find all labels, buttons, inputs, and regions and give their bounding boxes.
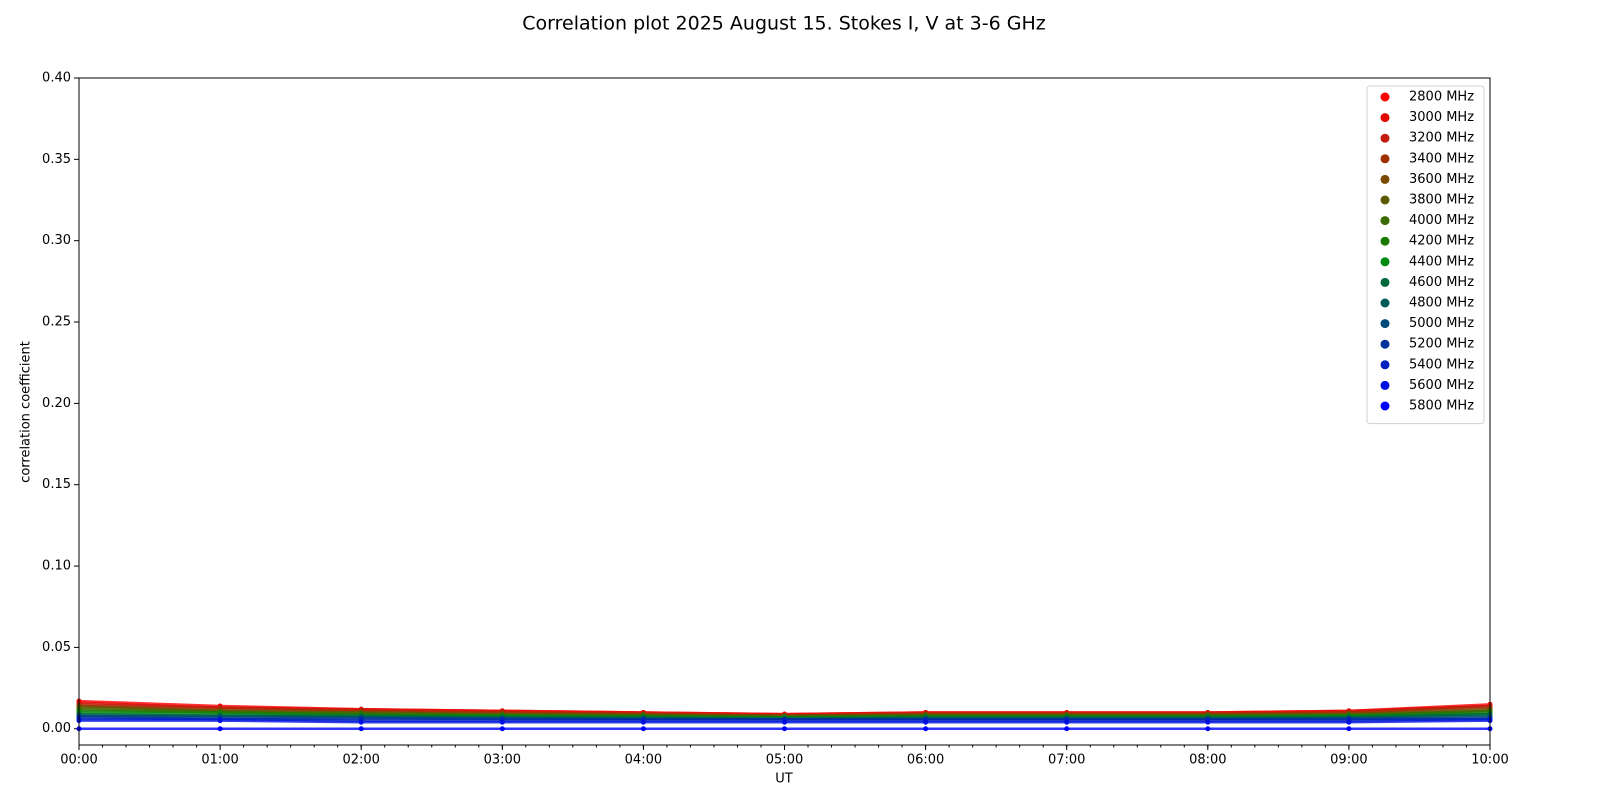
legend-marker xyxy=(1380,339,1390,349)
legend-marker xyxy=(1380,236,1390,246)
legend-label: 5400 MHz xyxy=(1409,357,1474,372)
legend-label: 3600 MHz xyxy=(1409,172,1474,187)
x-tick-label: 06:00 xyxy=(907,753,944,768)
legend-marker xyxy=(1380,92,1390,102)
x-tick-label: 07:00 xyxy=(1048,753,1085,768)
legend-label: 4200 MHz xyxy=(1409,234,1474,249)
legend-marker xyxy=(1380,257,1390,267)
x-tick-label: 05:00 xyxy=(766,753,803,768)
x-tick-label: 03:00 xyxy=(484,753,521,768)
y-tick-label: 0.35 xyxy=(42,152,71,167)
point xyxy=(217,718,223,724)
y-tick-label: 0.25 xyxy=(42,315,71,330)
x-tick-label: 02:00 xyxy=(342,753,379,768)
point xyxy=(499,726,505,732)
y-tick-label: 0.20 xyxy=(42,396,71,411)
legend-label: 4000 MHz xyxy=(1409,213,1474,228)
legend-marker xyxy=(1380,216,1390,226)
y-tick-label: 0.15 xyxy=(42,477,71,492)
legend-marker xyxy=(1380,380,1390,390)
point xyxy=(358,726,364,732)
point xyxy=(923,726,929,732)
legend-marker xyxy=(1380,174,1390,184)
point xyxy=(1205,719,1211,725)
point xyxy=(923,719,929,725)
point xyxy=(782,726,787,732)
legend-label: 2800 MHz xyxy=(1409,90,1474,105)
legend-marker xyxy=(1380,195,1390,205)
point xyxy=(640,726,646,732)
legend-label: 3200 MHz xyxy=(1409,131,1474,146)
legend-label: 4800 MHz xyxy=(1409,296,1474,311)
plot-frame xyxy=(78,77,1491,746)
legend-marker xyxy=(1380,277,1390,287)
x-tick-label: 08:00 xyxy=(1189,753,1226,768)
y-tick-label: 0.10 xyxy=(42,559,71,574)
legend-label: 4400 MHz xyxy=(1409,254,1474,269)
legend-label: 4600 MHz xyxy=(1409,275,1474,290)
y-tick-label: 0.40 xyxy=(42,71,71,86)
x-tick-label: 04:00 xyxy=(625,753,662,768)
point xyxy=(499,719,505,725)
legend-label: 5600 MHz xyxy=(1409,378,1474,393)
legend-label: 5800 MHz xyxy=(1409,399,1474,414)
x-axis-label: UT xyxy=(775,772,793,787)
legend-label: 5200 MHz xyxy=(1409,337,1474,352)
legend-marker xyxy=(1380,298,1390,308)
legend-marker xyxy=(1380,154,1390,164)
legend-marker xyxy=(1380,133,1390,143)
point xyxy=(640,719,646,725)
legend-marker xyxy=(1380,319,1390,329)
x-tick-label: 09:00 xyxy=(1330,753,1367,768)
y-tick-label: 0.00 xyxy=(42,721,71,736)
point xyxy=(1346,719,1352,725)
y-tick-label: 0.30 xyxy=(42,233,71,248)
point xyxy=(358,719,364,725)
point xyxy=(1064,726,1070,732)
legend-marker xyxy=(1380,401,1390,411)
x-tick-label: 10:00 xyxy=(1471,753,1508,768)
chart-title: Correlation plot 2025 August 15. Stokes … xyxy=(522,13,1045,35)
y-axis-label: correlation coefficient xyxy=(19,341,34,483)
point xyxy=(1064,719,1070,725)
point xyxy=(1205,726,1211,732)
point xyxy=(217,726,223,732)
point xyxy=(1346,726,1352,732)
legend-label: 3800 MHz xyxy=(1409,193,1474,208)
y-tick-label: 0.05 xyxy=(42,640,71,655)
x-tick-label: 01:00 xyxy=(201,753,238,768)
legend-box xyxy=(1366,85,1485,425)
point xyxy=(782,719,787,725)
x-tick-label: 00:00 xyxy=(60,753,97,768)
legend-label: 3400 MHz xyxy=(1409,151,1474,166)
legend-marker xyxy=(1380,113,1390,123)
legend-label: 3000 MHz xyxy=(1409,110,1474,125)
legend-label: 5000 MHz xyxy=(1409,316,1474,331)
legend-marker xyxy=(1380,360,1390,370)
